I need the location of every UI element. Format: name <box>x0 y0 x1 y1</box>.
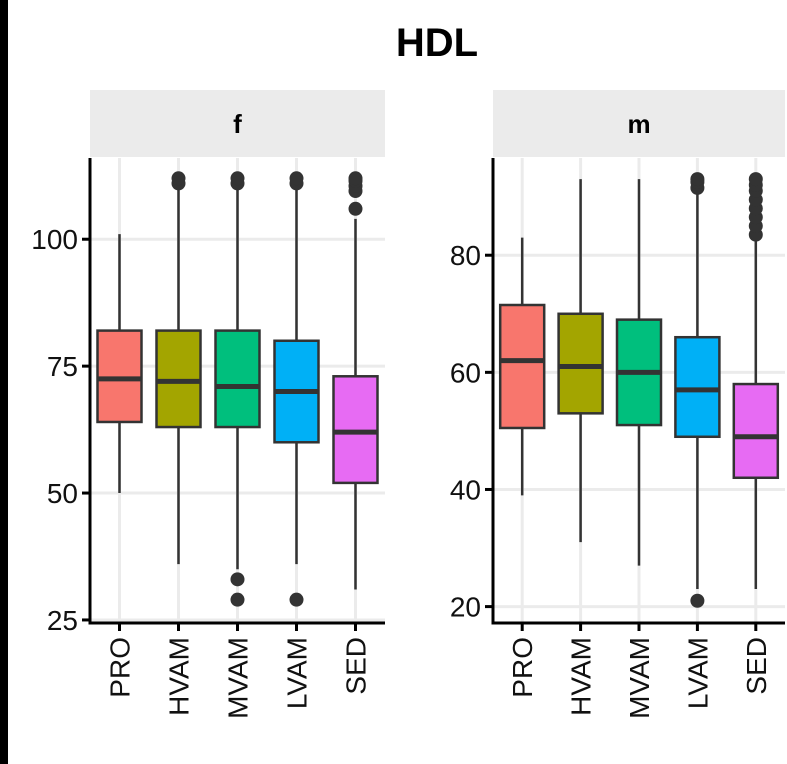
y-tick-label: 25 <box>47 605 78 636</box>
x-tick-label: MVAM <box>223 637 254 719</box>
chart-title: HDL <box>396 21 478 65</box>
x-tick-label: PRO <box>507 637 538 698</box>
box <box>732 382 780 480</box>
x-tick-label: LVAM <box>682 637 713 709</box>
y-tick-label: 75 <box>47 351 78 382</box>
facet-label: m <box>627 109 650 139</box>
outlier-point <box>348 201 363 216</box>
x-tick-label: SED <box>741 637 772 695</box>
outlier-point <box>690 172 705 187</box>
box-sed <box>732 172 780 590</box>
box-sed <box>332 171 379 590</box>
box <box>332 375 379 485</box>
y-tick-label: 60 <box>450 357 481 388</box>
box <box>96 329 143 424</box>
outlier-point <box>230 171 245 186</box>
outlier-point <box>289 171 304 186</box>
y-tick-label: 80 <box>450 240 481 271</box>
outlier-point <box>690 593 705 608</box>
box <box>155 329 202 429</box>
y-tick-label: 50 <box>47 478 78 509</box>
outlier-point <box>748 172 763 187</box>
outlier-point <box>171 171 186 186</box>
facet-strip <box>90 90 385 157</box>
panel-m: m 20 40 60 80 PRO HVAM MVAM LVAM SED <box>450 90 785 719</box>
box-pro <box>498 237 546 496</box>
outlier-point <box>289 592 304 607</box>
box <box>498 303 546 430</box>
left-border <box>0 0 8 764</box>
x-tick-label: HVAM <box>566 637 597 716</box>
outlier-point <box>230 592 245 607</box>
outlier-point <box>348 171 363 186</box>
box <box>674 335 721 439</box>
box-mvam <box>214 171 261 607</box>
y-tick-label: 40 <box>450 474 481 505</box>
x-tick-label: LVAM <box>282 637 313 709</box>
x-tick-label: SED <box>341 637 372 695</box>
box-lvam <box>674 172 721 608</box>
box-hvam <box>155 171 202 565</box>
box <box>557 312 604 415</box>
x-tick-label: HVAM <box>164 637 195 716</box>
y-tick-label: 20 <box>450 592 481 623</box>
panel-f: f 25 50 75 100 PRO HVAM MVAM LVAM SED <box>31 90 385 719</box>
box-mvam <box>615 179 663 566</box>
facet-strip <box>493 90 785 157</box>
box <box>214 329 261 429</box>
box-hvam <box>557 179 604 543</box>
box-lvam <box>273 171 320 607</box>
y-tick-label: 100 <box>31 224 78 255</box>
box-pro <box>96 234 143 494</box>
facet-label: f <box>233 109 242 139</box>
x-tick-label: MVAM <box>624 637 655 719</box>
x-tick-label: PRO <box>105 637 136 698</box>
outlier-point <box>230 572 245 587</box>
